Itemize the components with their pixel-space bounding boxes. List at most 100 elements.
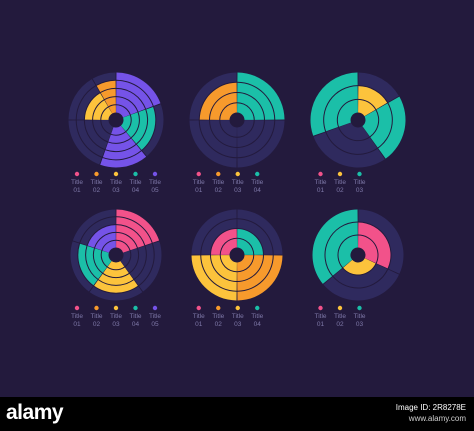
chart-1-center (110, 114, 122, 126)
legend-title: Title (110, 313, 122, 320)
chart-1-sector-3-ring-2 (108, 132, 131, 143)
legend-title: Title (212, 313, 224, 320)
chart-4-sector-1-ring-1 (116, 240, 130, 253)
chart-4-sector-3-ring-3 (98, 273, 134, 285)
legend-number: 02 (93, 187, 101, 194)
legend-number: 05 (151, 321, 159, 328)
chart-1-sector-2-ring-5 (142, 104, 164, 157)
chart-4-sector-3-ring-5 (89, 286, 143, 301)
legend-dot (216, 305, 221, 311)
legend-dot (113, 171, 119, 177)
chart-1-sector-4-ring-5 (68, 120, 102, 165)
chart-5-sector-4-ring-2 (211, 229, 237, 255)
chart-1-sector-5-ring-1 (101, 107, 113, 120)
legend-dot (94, 305, 99, 311)
chart-3-sector-1-ring-2 (358, 86, 388, 110)
chart-4-sector-3-ring-4 (94, 280, 138, 293)
chart-1-sector-6-ring-1 (108, 105, 116, 114)
chart-5-sector-4-ring-3 (201, 219, 237, 255)
legend-dot (357, 171, 362, 177)
chart-1-sector-6-ring-2 (104, 97, 116, 107)
chart-2-sector-3-ring-3 (199, 120, 237, 158)
chart-4-sector-3-ring-2 (103, 267, 129, 278)
watermark-site: www.alamy.com (408, 414, 466, 423)
chart-4-sector-5-ring-5 (72, 209, 116, 243)
chart-canvas: Title01Title02Title03Title04Title05Title… (68, 72, 406, 328)
legend-dot (152, 171, 158, 177)
legend-dot (196, 305, 201, 311)
chart-5-sector-2-ring-1 (237, 255, 254, 272)
chart-4-sector-3-ring-1 (107, 261, 125, 270)
chart-4-sector-5-ring-2 (95, 232, 116, 251)
chart-4-sector-4-ring-4 (78, 243, 98, 286)
chart-1-sector-5-ring-3 (84, 93, 104, 120)
legend-dot (133, 305, 138, 311)
chart-1-sector-1-ring-4 (116, 80, 153, 109)
chart-1-sector-5-ring-4 (76, 86, 100, 120)
chart-1-sector-5-ring-5 (68, 79, 96, 120)
chart-4-sector-5-ring-3 (87, 225, 116, 248)
chart-6-center (352, 249, 364, 261)
chart-2-sector-4-ring-3 (199, 82, 237, 120)
legend-dot (113, 305, 119, 311)
chart-1-sector-4-ring-3 (84, 120, 108, 150)
legend-dot (318, 305, 323, 311)
chart-6-sector-3-ring-3 (312, 209, 358, 284)
legend-dot (255, 171, 260, 177)
chart-2-sector-4-ring-1 (220, 103, 237, 120)
chart-3-sector-3-ring-2 (326, 127, 378, 154)
chart-1-sector-6-ring-3 (100, 88, 116, 100)
chart-2-sector-4-ring-4 (189, 72, 237, 120)
legend-number: 02 (215, 321, 223, 328)
chart-5-sector-3-ring-1 (220, 255, 237, 272)
chart-5-sector-2-ring-4 (237, 255, 283, 301)
legend-number: 02 (336, 321, 344, 328)
chart-1-sector-4-ring-1 (101, 120, 114, 134)
legend-title: Title (149, 313, 161, 320)
chart-6-sector-2-ring-1 (343, 258, 376, 275)
legend-number: 03 (234, 321, 242, 328)
legend-title: Title (71, 313, 83, 320)
chart-1-sector-2-ring-1 (120, 115, 131, 132)
chart-6-sector-1-ring-1 (358, 235, 378, 264)
chart-6-sector-3-ring-1 (338, 235, 358, 268)
chart-1-sector-6-ring-4 (96, 80, 116, 93)
legend-dot (74, 305, 80, 311)
legend-dot (235, 171, 240, 177)
chart-2-sector-4-ring-2 (210, 93, 237, 120)
chart-1-sector-2-ring-3 (131, 109, 148, 144)
legend-title: Title (251, 313, 263, 320)
chart-4-sector-5-ring-4 (80, 217, 116, 246)
legend-title: Title (110, 179, 122, 186)
legend-dot (216, 171, 221, 177)
chart-5-sector-4-ring-1 (220, 238, 237, 255)
legend-title: Title (314, 313, 326, 320)
chart-2-sector-3-ring-2 (210, 120, 237, 147)
chart-5-sector-2-ring-3 (237, 255, 273, 291)
chart-1-sector-3-ring-4 (102, 144, 141, 160)
chart-3-sector-2-ring-1 (362, 110, 379, 137)
chart-5-sector-3-ring-3 (201, 255, 237, 291)
chart-4-sector-1-ring-3 (116, 225, 145, 248)
chart-4-sector-1-ring-2 (116, 232, 137, 251)
chart-4-sector-2-ring-5 (139, 241, 162, 292)
